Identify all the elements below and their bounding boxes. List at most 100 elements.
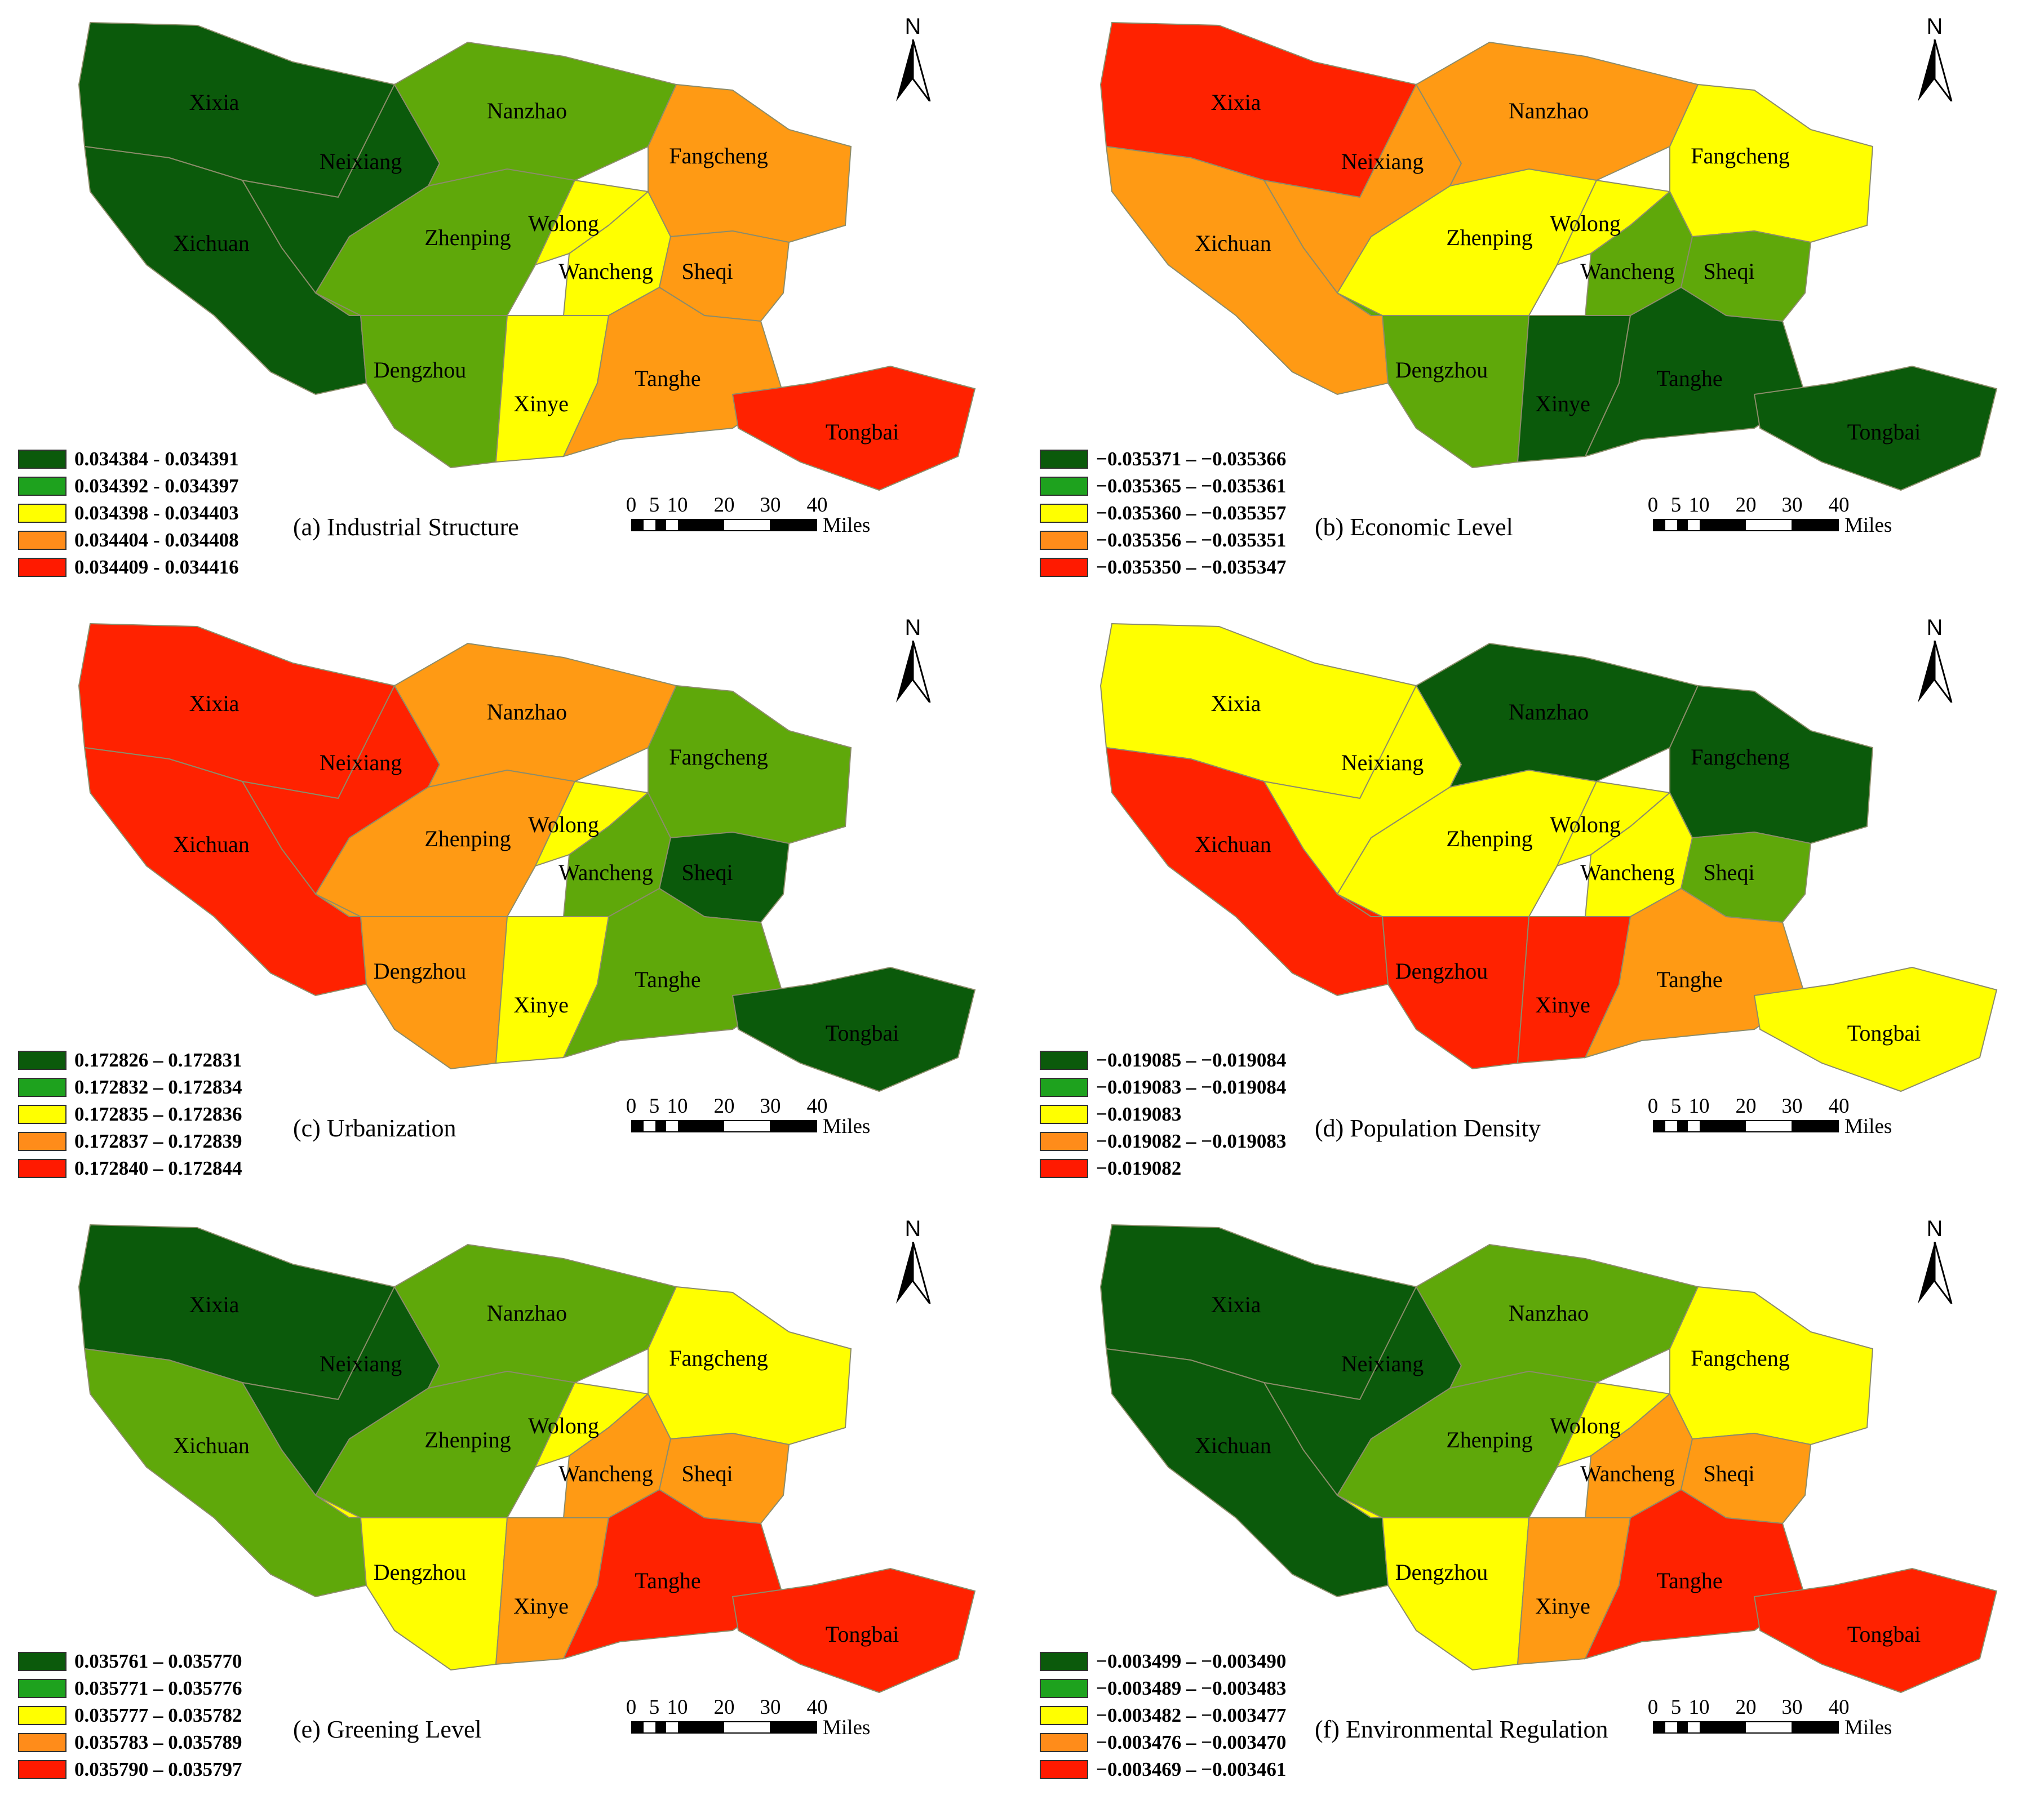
district-label: Dengzhou <box>1395 958 1488 984</box>
scale-segment <box>1746 1722 1792 1732</box>
district-label: Zhenping <box>424 826 511 851</box>
scale-segment <box>1654 1121 1665 1131</box>
legend-item: −0.035350 – −0.035347 <box>1040 554 1286 581</box>
legend-item: 0.172826 – 0.172831 <box>18 1047 242 1074</box>
legend-swatch <box>18 1733 66 1752</box>
scale-segment <box>724 520 770 530</box>
scale-units: Miles <box>823 1115 871 1138</box>
legend-swatch <box>1040 450 1088 469</box>
scale-tick: 20 <box>1735 1095 1757 1118</box>
legend-label: 0.034392 - 0.034397 <box>74 475 239 497</box>
legend-item: −0.035365 – −0.035361 <box>1040 473 1286 500</box>
district-label: Xinye <box>513 1593 569 1619</box>
legend-item: 0.172835 – 0.172836 <box>18 1101 242 1128</box>
scale-tick: 30 <box>760 494 781 517</box>
legend-swatch <box>1040 1652 1088 1671</box>
district-label: Sheqi <box>1703 1461 1754 1486</box>
legend-label: −0.019083 – −0.019084 <box>1096 1076 1287 1098</box>
district-label: Neixiang <box>1341 1351 1424 1376</box>
district-label: Tanghe <box>1656 967 1722 992</box>
scale-segment <box>678 1722 724 1732</box>
district-label: Fangcheng <box>669 143 768 168</box>
legend-label: 0.172840 – 0.172844 <box>74 1157 242 1179</box>
north-label: N <box>1926 1216 1943 1241</box>
legend-item: −0.019085 – −0.019084 <box>1040 1047 1286 1074</box>
legend-label: −0.035350 – −0.035347 <box>1096 556 1287 578</box>
map-panel: Xixia Neixiang Xichuan Nanzhao Zhenping Dengz… <box>0 601 1022 1202</box>
legend: 0.035761 – 0.035770 0.035771 – 0.035776 0.… <box>18 1648 242 1783</box>
scale-tick: 0 <box>626 1095 637 1118</box>
district-label: Tanghe <box>1656 366 1722 391</box>
scale-tick: 0 <box>1647 1696 1659 1719</box>
district-label: Xixia <box>1211 1292 1261 1317</box>
scale-segment <box>1654 520 1665 530</box>
scale-bar-graphic <box>1653 1721 1839 1734</box>
scale-tick: 20 <box>1735 1696 1757 1719</box>
legend-item: 0.034384 - 0.034391 <box>18 446 239 473</box>
district-label: Wancheng <box>558 860 653 885</box>
scale-segment <box>632 520 644 530</box>
district-label: Xichuan <box>173 230 250 256</box>
legend-swatch <box>1040 477 1088 496</box>
scale-units: Miles <box>823 1716 871 1739</box>
district-label: Nanzhao <box>1509 1300 1589 1326</box>
district-label: Tanghe <box>635 366 700 391</box>
legend-label: 0.172826 – 0.172831 <box>74 1049 242 1071</box>
scale-segment <box>1688 1121 1700 1131</box>
scale-segment <box>666 1121 678 1131</box>
district-label: Dengzhou <box>374 357 466 383</box>
district-label: Sheqi <box>681 1461 733 1486</box>
scale-tick: 10 <box>667 1095 688 1118</box>
scale-tick: 5 <box>1670 1095 1682 1118</box>
legend-label: −0.035365 – −0.035361 <box>1096 475 1287 497</box>
scale-tick: 40 <box>1828 1095 1850 1118</box>
legend-label: 0.172835 – 0.172836 <box>74 1103 242 1125</box>
legend-swatch <box>18 504 66 523</box>
scale-segment <box>1700 1121 1746 1131</box>
district-label: Tongbai <box>1847 1020 1921 1046</box>
legend: −0.019085 – −0.019084 −0.019083 – −0.0190… <box>1040 1047 1286 1182</box>
scale-bar-graphic <box>1653 519 1839 531</box>
district-label: Sheqi <box>681 259 733 284</box>
legend-swatch <box>1040 558 1088 577</box>
scale-tick: 5 <box>649 1095 660 1118</box>
district-map: Xixia Neixiang Xichuan Nanzhao Zhenping Dengz… <box>1099 1224 1998 1694</box>
district-label: Tanghe <box>635 967 700 992</box>
north-label: N <box>1926 14 1943 39</box>
district-nanzhao <box>393 642 677 788</box>
district-label: Neixiang <box>320 1351 402 1376</box>
district-label: Zhenping <box>424 225 511 250</box>
legend-swatch <box>1040 1105 1088 1124</box>
north-arrow-icon: N <box>890 1216 935 1304</box>
scale-segment <box>1688 1722 1700 1732</box>
legend-item: −0.003482 – −0.003477 <box>1040 1702 1286 1729</box>
legend-swatch <box>18 1132 66 1151</box>
north-arrow-icon: N <box>890 14 935 101</box>
district-label: Wancheng <box>1580 860 1675 885</box>
legend-label: 0.034384 - 0.034391 <box>74 448 239 470</box>
scale-tick: 10 <box>1688 1696 1710 1719</box>
legend-swatch <box>18 1679 66 1698</box>
district-label: Xinye <box>1535 1593 1590 1619</box>
legend-label: −0.003469 – −0.003461 <box>1096 1758 1287 1780</box>
district-dengzhou <box>1337 1495 1530 1671</box>
district-label: Fangcheng <box>1691 744 1790 770</box>
scale-tick: 20 <box>713 1696 735 1719</box>
scale-segment <box>724 1121 770 1131</box>
district-label: Nanzhao <box>1509 699 1589 725</box>
district-fangcheng <box>1669 1286 1874 1446</box>
scale-tick: 10 <box>667 1696 688 1719</box>
legend-label: −0.035371 – −0.035366 <box>1096 448 1287 470</box>
legend-swatch <box>18 477 66 496</box>
district-fangcheng <box>648 1286 852 1446</box>
north-arrow-shape <box>896 39 931 101</box>
scale-segment <box>1665 1722 1677 1732</box>
scale-segment <box>678 1121 724 1131</box>
district-label: Dengzhou <box>374 958 466 984</box>
scale-units: Miles <box>1845 514 1892 537</box>
legend-label: 0.035771 – 0.035776 <box>74 1677 242 1699</box>
scale-segment <box>1746 520 1792 530</box>
legend-swatch <box>1040 1733 1088 1752</box>
scale-bar: 0 5 10 20 30 40 Miles <box>1648 1695 1892 1740</box>
north-label: N <box>904 1216 921 1241</box>
